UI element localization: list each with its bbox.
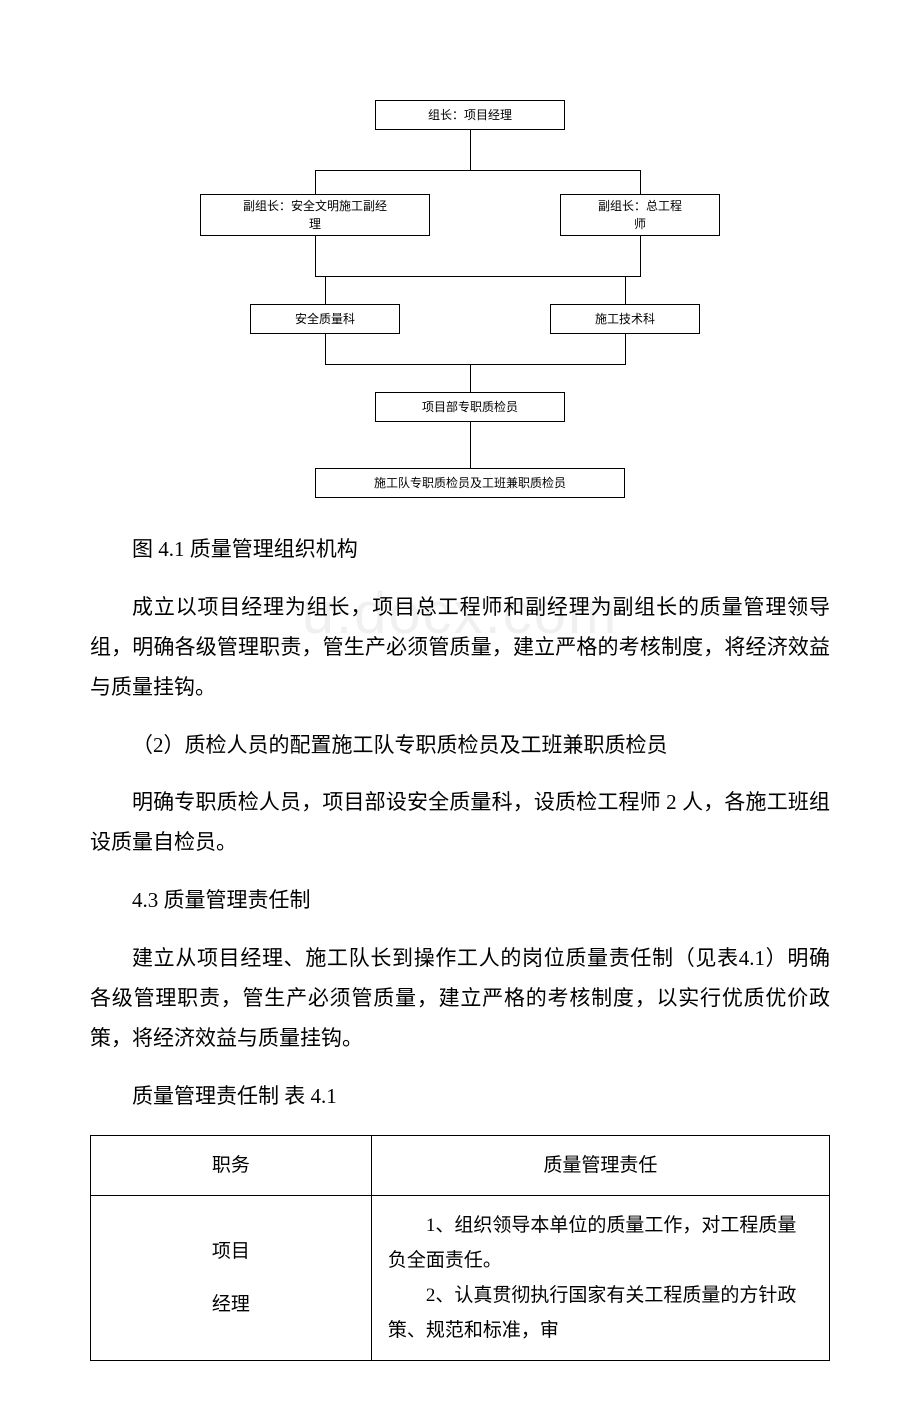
node-deputy-chief-engineer: 副组长：总工程 师 (560, 194, 720, 236)
node-label: 师 (634, 215, 646, 233)
table-header-resp: 质量管理责任 (371, 1135, 829, 1195)
node-label: 施工队专职质检员及工班兼职质检员 (374, 474, 566, 492)
role-line: 经理 (107, 1287, 355, 1322)
role-line: 项目 (107, 1234, 355, 1269)
table-header-role: 职务 (91, 1135, 372, 1195)
connector (470, 422, 471, 468)
table-cell-role: 项目 经理 (91, 1195, 372, 1361)
connector (640, 236, 641, 276)
connector (325, 364, 626, 365)
table-caption: 质量管理责任制 表 4.1 (90, 1077, 830, 1117)
connector (325, 334, 326, 364)
node-label: 副组长：安全文明施工副经 (243, 197, 387, 215)
node-deputy-safety: 副组长：安全文明施工副经 理 (200, 194, 430, 236)
node-construction-tech-dept: 施工技术科 (550, 304, 700, 334)
table-row: 职务 质量管理责任 (91, 1135, 830, 1195)
paragraph: 建立从项目经理、施工队长到操作工人的岗位质量责任制（见表4.1）明确各级管理职责… (90, 939, 830, 1059)
page-content: 组长：项目经理 副组长：安全文明施工副经 理 副组长：总工程 师 (0, 0, 920, 1401)
node-project-qc-inspector: 项目部专职质检员 (375, 392, 565, 422)
resp-item: 2、认真贯彻执行国家有关工程质量的方针政策、规范和标准，审 (388, 1278, 813, 1348)
connector (315, 276, 641, 277)
connector (625, 334, 626, 364)
org-flowchart: 组长：项目经理 副组长：安全文明施工副经 理 副组长：总工程 师 (180, 100, 740, 500)
connector (640, 170, 641, 194)
node-safety-quality-dept: 安全质量科 (250, 304, 400, 334)
node-label: 理 (309, 215, 321, 233)
paragraph: （2）质检人员的配置施工队专职质检员及工班兼职质检员 (90, 726, 830, 766)
node-leader: 组长：项目经理 (375, 100, 565, 130)
connector (470, 130, 471, 170)
node-team-qc-inspector: 施工队专职质检员及工班兼职质检员 (315, 468, 625, 498)
resp-item: 1、组织领导本单位的质量工作，对工程质量负全面责任。 (388, 1208, 813, 1278)
node-label: 项目部专职质检员 (422, 398, 518, 416)
node-label: 副组长：总工程 (598, 197, 682, 215)
paragraph: 成立以项目经理为组长，项目总工程师和副经理为副组长的质量管理领导组，明确各级管理… (90, 588, 830, 708)
node-leader-label: 组长：项目经理 (428, 106, 512, 124)
responsibility-table: 职务 质量管理责任 项目 经理 1、组织领导本单位的质量工作，对工程质量负全面责… (90, 1135, 830, 1362)
figure-caption: 图 4.1 质量管理组织机构 (90, 530, 830, 570)
connector (625, 276, 626, 304)
node-label: 安全质量科 (295, 310, 355, 328)
node-label: 施工技术科 (595, 310, 655, 328)
paragraph: 明确专职质检人员，项目部设安全质量科，设质检工程师 2 人，各施工班组设质量自检… (90, 783, 830, 863)
section-heading: 4.3 质量管理责任制 (90, 881, 830, 921)
table-cell-resp: 1、组织领导本单位的质量工作，对工程质量负全面责任。 2、认真贯彻执行国家有关工… (371, 1195, 829, 1361)
table-row: 项目 经理 1、组织领导本单位的质量工作，对工程质量负全面责任。 2、认真贯彻执… (91, 1195, 830, 1361)
connector (325, 276, 326, 304)
connector (470, 364, 471, 392)
connector (315, 236, 316, 276)
connector (315, 170, 316, 194)
connector (315, 170, 640, 171)
